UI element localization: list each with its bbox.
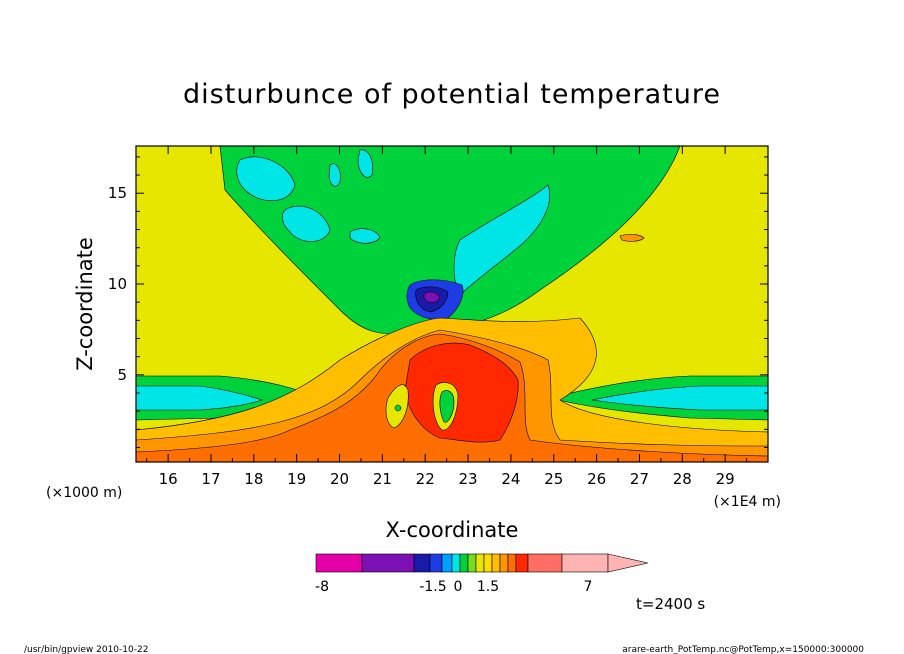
x-tick-label: 24 bbox=[501, 470, 520, 488]
y-axis: 5 10 15 bbox=[108, 156, 768, 448]
colorbar bbox=[315, 553, 649, 573]
x-tick-label: 20 bbox=[330, 470, 349, 488]
y-tick-label: 10 bbox=[108, 275, 127, 293]
colorbar-segment bbox=[451, 553, 461, 573]
inner-green-spot bbox=[439, 390, 455, 423]
small-orange-blob bbox=[619, 233, 645, 242]
x-tick-label: 16 bbox=[159, 470, 178, 488]
x-tick-label: 19 bbox=[287, 470, 306, 488]
warm-plume-red bbox=[404, 342, 519, 443]
y-tick-label: 15 bbox=[108, 184, 127, 202]
colorbar-segment bbox=[413, 553, 431, 573]
x-tick-label: 18 bbox=[244, 470, 263, 488]
colorbar-segment bbox=[507, 553, 517, 573]
x-tick-label: 22 bbox=[416, 470, 435, 488]
colorbar-tick-label: -8 bbox=[315, 579, 329, 595]
colorbar-segment bbox=[499, 553, 509, 573]
footer-right: arare-earth_PotTemp.nc@PotTemp,x=150000:… bbox=[622, 645, 864, 654]
colorbar-segment bbox=[527, 553, 563, 573]
x-axis-label: X-coordinate bbox=[386, 518, 519, 542]
x-tick-label: 23 bbox=[459, 470, 478, 488]
contour-field bbox=[136, 146, 768, 462]
cold-core-purple bbox=[423, 291, 441, 303]
cyan-patch-1 bbox=[236, 156, 296, 201]
colorbar-segment bbox=[361, 553, 415, 573]
colorbar-segment bbox=[561, 553, 609, 573]
colorbar-tick-label: -1.5 bbox=[419, 579, 446, 595]
colorbar-segment bbox=[475, 553, 485, 573]
inner-green-dot bbox=[394, 404, 402, 412]
cyan-patch-4 bbox=[357, 149, 373, 178]
colorbar-segment bbox=[315, 553, 363, 573]
colorbar-segment bbox=[429, 553, 443, 573]
colorbar-segment bbox=[441, 553, 453, 573]
x-tick-label: 29 bbox=[716, 470, 735, 488]
footer-left: /usr/bin/gpview 2010-10-22 bbox=[24, 645, 148, 654]
y-axis-label: Z-coordinate bbox=[73, 237, 97, 371]
colorbar-tick-label: 1.5 bbox=[477, 579, 499, 595]
colorbar-tick-label: 7 bbox=[584, 579, 593, 595]
x-unit-label: (×1000 m) bbox=[46, 485, 122, 501]
cyan-patch-5 bbox=[349, 228, 381, 244]
x-tick-label: 26 bbox=[587, 470, 606, 488]
x-tick-label: 28 bbox=[673, 470, 692, 488]
time-label: t=2400 s bbox=[636, 595, 705, 613]
y-tick-label: 5 bbox=[117, 366, 127, 384]
x-tick-label: 27 bbox=[630, 470, 649, 488]
chart-title: disturbunce of potential temperature bbox=[183, 79, 721, 110]
cyan-patch-3 bbox=[328, 163, 341, 187]
x-tick-label: 17 bbox=[201, 470, 220, 488]
x-tick-label: 21 bbox=[373, 470, 392, 488]
colorbar-extend-arrow bbox=[607, 553, 649, 573]
colorbar-tick-label: 0 bbox=[454, 579, 463, 595]
plot-frame bbox=[135, 145, 769, 463]
colorbar-ticks: -8 -1.5 0 1.5 7 bbox=[315, 579, 592, 595]
colorbar-segment bbox=[483, 553, 493, 573]
x-axis: 16 17 18 19 20 21 22 23 24 25 26 27 28 29 bbox=[146, 146, 748, 488]
colorbar-segment bbox=[467, 553, 477, 573]
colorbar-segment bbox=[515, 553, 529, 573]
x-tick-label: 25 bbox=[544, 470, 563, 488]
colorbar-segment bbox=[491, 553, 501, 573]
x-unit-label-2: (×1E4 m) bbox=[714, 494, 781, 510]
lower-band-cyan-right bbox=[591, 385, 768, 411]
colorbar-segment bbox=[459, 553, 469, 573]
cyan-patch-2 bbox=[281, 205, 331, 242]
lower-band-cyan-left bbox=[136, 385, 263, 411]
